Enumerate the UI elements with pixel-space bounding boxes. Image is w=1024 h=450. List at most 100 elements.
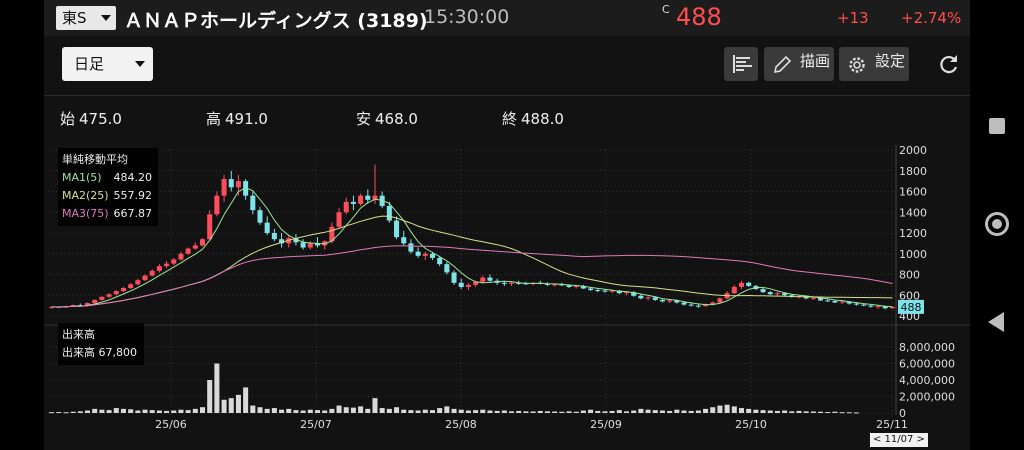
volume-bar (85, 410, 91, 413)
draw-button[interactable]: 描画 (764, 47, 834, 81)
volume-bar (623, 411, 630, 413)
volume-bar (789, 411, 795, 413)
chevron-down-icon (101, 15, 111, 21)
ohlc-low: 安 468.0 (356, 108, 418, 129)
volume-bar (738, 408, 745, 413)
volume-bar (343, 407, 349, 413)
recent-apps-button[interactable] (989, 118, 1005, 134)
market-select[interactable]: 東S (56, 6, 116, 30)
volume-bar (458, 409, 464, 413)
candle-body (868, 305, 874, 307)
indicator-list-button[interactable] (724, 47, 758, 81)
candle-body (688, 304, 694, 306)
candle-body (235, 181, 241, 188)
volume-bar (300, 410, 306, 413)
refresh-icon (940, 55, 958, 74)
volume-bar (92, 408, 98, 413)
date-navigator[interactable]: < 11/07 > (870, 433, 928, 447)
candle-body (156, 266, 162, 271)
price-change: +13 (837, 9, 869, 27)
volume-bar (171, 410, 177, 413)
candle-body (853, 303, 859, 305)
candle-body (738, 282, 745, 287)
volume-bar (746, 408, 752, 413)
volume-bar (659, 410, 665, 413)
home-button[interactable] (985, 212, 1009, 236)
candle-body (480, 277, 486, 282)
date-tick-label: 25/07 (300, 418, 332, 431)
candle-body (214, 195, 220, 215)
volume-bar (192, 408, 198, 413)
candle-body (192, 245, 198, 249)
volume-bar (544, 411, 550, 413)
candle-body (221, 179, 227, 196)
candle-body (645, 297, 651, 299)
pencil-icon (773, 55, 792, 74)
candle-body (451, 272, 457, 283)
volume-bar (221, 399, 227, 413)
candle-body (408, 243, 414, 252)
candle-body (602, 290, 608, 292)
ohlc-close-value: 488.0 (521, 110, 564, 128)
candle-body (573, 285, 579, 287)
candle-body (422, 253, 428, 256)
candle-body (623, 292, 630, 294)
market-label: 東S (62, 9, 87, 27)
candle-body (120, 287, 126, 292)
volume-bar (487, 410, 493, 413)
volume-bar (350, 407, 356, 413)
volume-bar (580, 410, 586, 413)
volume-label: 出来高 (62, 346, 95, 359)
candle-body (271, 233, 277, 240)
candle-body (782, 293, 788, 296)
volume-bar (645, 409, 651, 413)
back-button[interactable] (988, 312, 1004, 332)
price-change-percent: +2.74% (901, 9, 962, 27)
refresh-button[interactable] (937, 52, 961, 76)
candle-body (293, 238, 299, 243)
candle-body (717, 298, 723, 303)
price-tick-label: 1800 (899, 165, 927, 178)
volume-bar (703, 408, 709, 413)
app-window: 東S ＡＮＡＰホールディングス (3189) 15:30:00 C 488 +1… (44, 0, 970, 450)
volume-bar (559, 411, 565, 413)
candle-body (760, 289, 766, 293)
volume-bar (429, 410, 435, 413)
volume-bar (408, 410, 414, 413)
candle-body (509, 282, 515, 284)
ohlc-open-value: 475.0 (79, 110, 122, 128)
volume-bar (451, 408, 457, 413)
stock-name: ＡＮＡＰホールディングス (3189) (124, 10, 428, 32)
volume-bar (113, 408, 119, 413)
candle-body (178, 253, 184, 260)
candle-body (544, 283, 550, 285)
candle-body (889, 306, 895, 309)
candle-body (386, 206, 392, 221)
period-select[interactable]: 日足 (62, 47, 153, 81)
candle-body (552, 284, 558, 286)
ohlc-low-label: 安 (356, 110, 372, 128)
volume-bar (437, 408, 443, 413)
price-tick-label: 800 (899, 269, 920, 282)
volume-bar (509, 411, 515, 413)
volume-bar (70, 411, 76, 413)
volume-bar (372, 398, 378, 413)
volume-bar (128, 409, 134, 413)
candle-body (731, 286, 737, 294)
price-tick-label: 1400 (899, 206, 927, 219)
candle-body (358, 195, 364, 204)
ma2-label: MA2(25) (62, 189, 109, 202)
candle-body (99, 296, 105, 300)
volume-bar (717, 405, 723, 413)
stock-chart[interactable]: 2000180016001400120010008006004008,000,0… (44, 145, 970, 450)
candle-body (379, 195, 385, 207)
volume-bar (681, 410, 687, 413)
candle-body (372, 195, 378, 200)
volume-bar (286, 408, 292, 413)
settings-button[interactable]: 設定 (839, 47, 909, 81)
candle-body (767, 292, 773, 295)
candle-body (228, 179, 234, 188)
candle-body (861, 304, 867, 306)
volume-legend-row: 出来高 67,800 (62, 344, 140, 362)
ma2-legend-row: MA2(25) 557.92 (62, 187, 154, 205)
